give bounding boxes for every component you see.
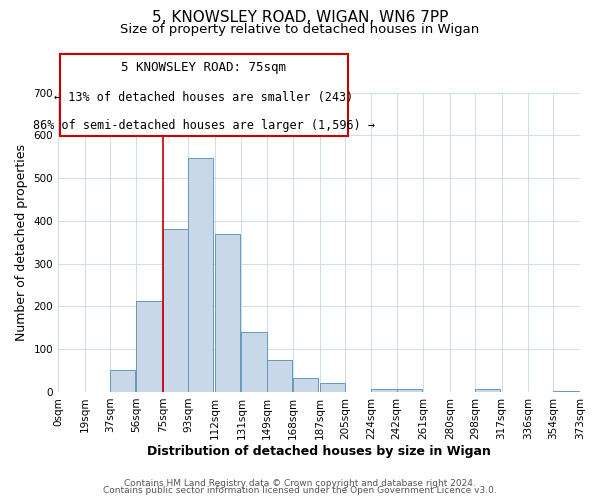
Text: ← 13% of detached houses are smaller (243): ← 13% of detached houses are smaller (24… (54, 91, 353, 104)
Text: 5, KNOWSLEY ROAD, WIGAN, WN6 7PP: 5, KNOWSLEY ROAD, WIGAN, WN6 7PP (152, 10, 448, 25)
Bar (136, 301, 161, 392)
Bar (215, 234, 240, 392)
FancyBboxPatch shape (59, 54, 348, 136)
Text: 86% of semi-detached houses are larger (1,596) →: 86% of semi-detached houses are larger (… (32, 120, 374, 132)
Text: Contains public sector information licensed under the Open Government Licence v3: Contains public sector information licen… (103, 486, 497, 495)
Bar (553, 391, 578, 392)
X-axis label: Distribution of detached houses by size in Wigan: Distribution of detached houses by size … (147, 444, 491, 458)
Bar (371, 388, 397, 392)
Text: Size of property relative to detached houses in Wigan: Size of property relative to detached ho… (121, 22, 479, 36)
Text: Contains HM Land Registry data © Crown copyright and database right 2024.: Contains HM Land Registry data © Crown c… (124, 478, 476, 488)
Bar (293, 378, 319, 392)
Bar (266, 360, 292, 392)
Bar (397, 388, 422, 392)
Bar (475, 388, 500, 392)
Text: 5 KNOWSLEY ROAD: 75sqm: 5 KNOWSLEY ROAD: 75sqm (121, 61, 286, 74)
Y-axis label: Number of detached properties: Number of detached properties (15, 144, 28, 341)
Bar (188, 158, 214, 392)
Bar (163, 229, 188, 392)
Bar (241, 332, 266, 392)
Bar (110, 370, 135, 392)
Bar (320, 384, 345, 392)
